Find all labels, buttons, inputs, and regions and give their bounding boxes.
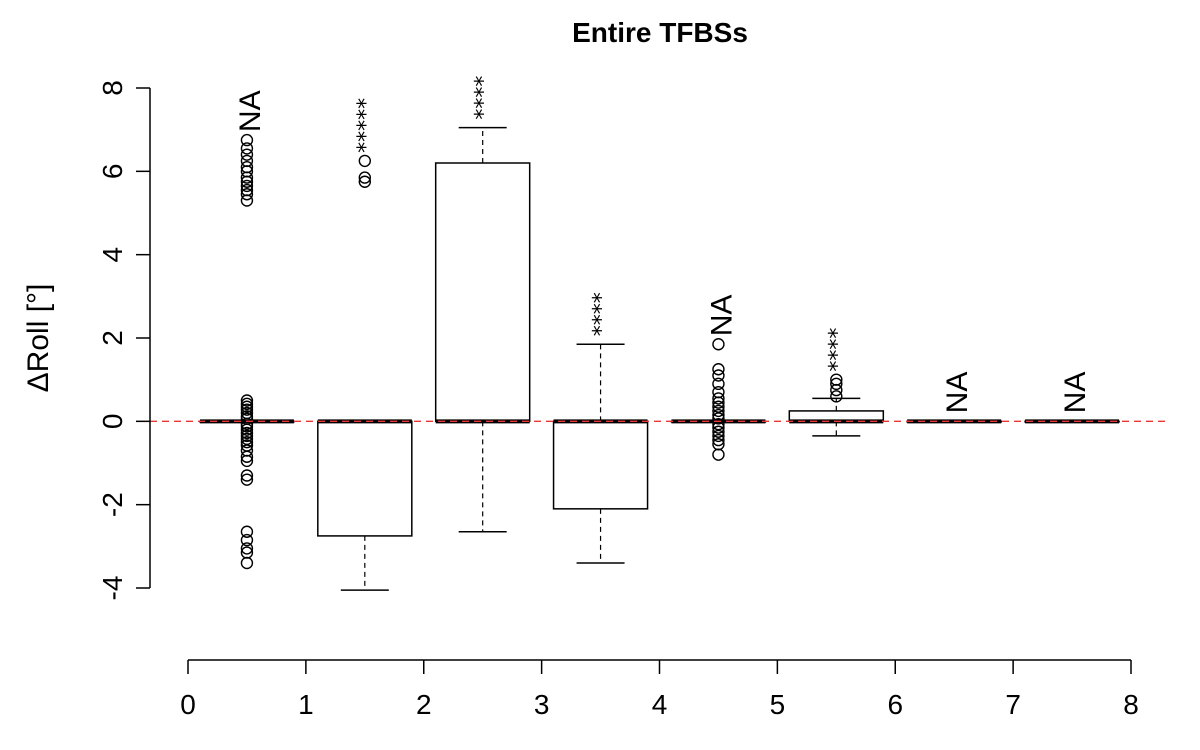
significance-annotation: **** (590, 292, 615, 336)
x-tick-label: 5 (770, 689, 786, 720)
outlier-point (712, 429, 725, 443)
x-tick-label: 3 (534, 689, 550, 720)
x-tick-label: 0 (180, 689, 196, 720)
outlier-point (712, 392, 725, 405)
outlier-point (240, 154, 254, 168)
outlier-point (830, 377, 843, 391)
significance-annotation: NA (941, 372, 974, 414)
significance-annotation: NA (234, 90, 267, 132)
outlier-point (712, 408, 725, 422)
outlier-point (240, 426, 254, 440)
y-tick-label: 2 (97, 330, 128, 346)
outlier-point (240, 429, 254, 443)
outlier-point (712, 433, 725, 447)
outlier-point (712, 421, 725, 434)
box (434, 162, 531, 423)
outlier-point (240, 473, 254, 486)
outlier-point (240, 423, 254, 436)
outlier-point (712, 385, 725, 399)
outlier-point (712, 404, 725, 418)
outlier-point (358, 154, 372, 168)
outlier-point (712, 363, 725, 376)
outlier-point (240, 469, 254, 482)
outlier-point (712, 338, 725, 351)
box-group: **** (434, 76, 531, 533)
outlier-point (712, 377, 725, 391)
significance-annotation: **** (825, 328, 850, 372)
y-tick-label: 0 (97, 414, 128, 430)
y-axis-title: ΔRoll [°] (22, 284, 55, 393)
outlier-point (240, 450, 254, 463)
outlier-point (240, 175, 254, 188)
outlier-point (240, 556, 254, 570)
outlier-point (712, 448, 725, 461)
outlier-point (712, 396, 725, 409)
x-tick-label: 1 (298, 689, 314, 720)
outlier-point (240, 188, 254, 201)
outlier-point (240, 400, 254, 413)
outlier-point (240, 148, 254, 161)
outlier-point (240, 397, 254, 411)
outlier-point (240, 394, 254, 407)
significance-annotation: NA (1059, 372, 1092, 414)
outlier-point (240, 194, 254, 207)
box-group: NA (670, 295, 767, 461)
y-tick-label: 8 (97, 80, 128, 96)
significance-annotation: ***** (354, 98, 379, 153)
y-tick-label: -4 (97, 576, 128, 601)
outlier-point (240, 142, 254, 155)
axes: -4 -2 0 2 4 6 8 ΔRoll [°] 0 1 2 3 4 5 6 7 8 (22, 80, 1139, 720)
x-tick-label: 2 (416, 689, 432, 720)
outlier-point (712, 412, 725, 425)
box-group: NA (199, 90, 295, 570)
box-group: NA (1024, 372, 1120, 424)
plot-area: NA ************* NA****NA NA (150, 76, 1170, 591)
box-group: NA (906, 372, 1002, 424)
outlier-point (240, 133, 254, 147)
outlier-point (240, 454, 254, 468)
outlier-point (240, 179, 254, 193)
outlier-point (240, 403, 254, 416)
significance-annotation: NA (705, 295, 738, 337)
box-group: **** (788, 328, 885, 437)
significance-annotation: **** (472, 76, 497, 120)
box-group: **** (552, 292, 649, 564)
x-tick-label: 4 (652, 689, 668, 720)
outlier-point (712, 425, 725, 438)
box (317, 420, 413, 537)
chart-title: Entire TFBSs (572, 17, 748, 48)
outlier-point (358, 171, 372, 184)
outlier-point (240, 171, 254, 184)
outlier-point (830, 390, 843, 403)
y-tick-label: 4 (97, 247, 128, 263)
outlier-point (712, 369, 725, 382)
y-tick-label: 6 (97, 164, 128, 180)
x-tick-label: 7 (1005, 689, 1021, 720)
outlier-point (358, 175, 372, 188)
box (552, 420, 649, 510)
x-tick-label: 6 (887, 689, 903, 720)
outlier-point (240, 525, 254, 538)
outlier-point (240, 533, 254, 547)
y-tick-label: -2 (97, 492, 128, 517)
box-group: ***** (317, 98, 413, 591)
x-tick-label: 8 (1123, 689, 1139, 720)
outlier-point (240, 435, 254, 449)
outlier-point (830, 383, 843, 397)
outlier-point (240, 542, 254, 555)
